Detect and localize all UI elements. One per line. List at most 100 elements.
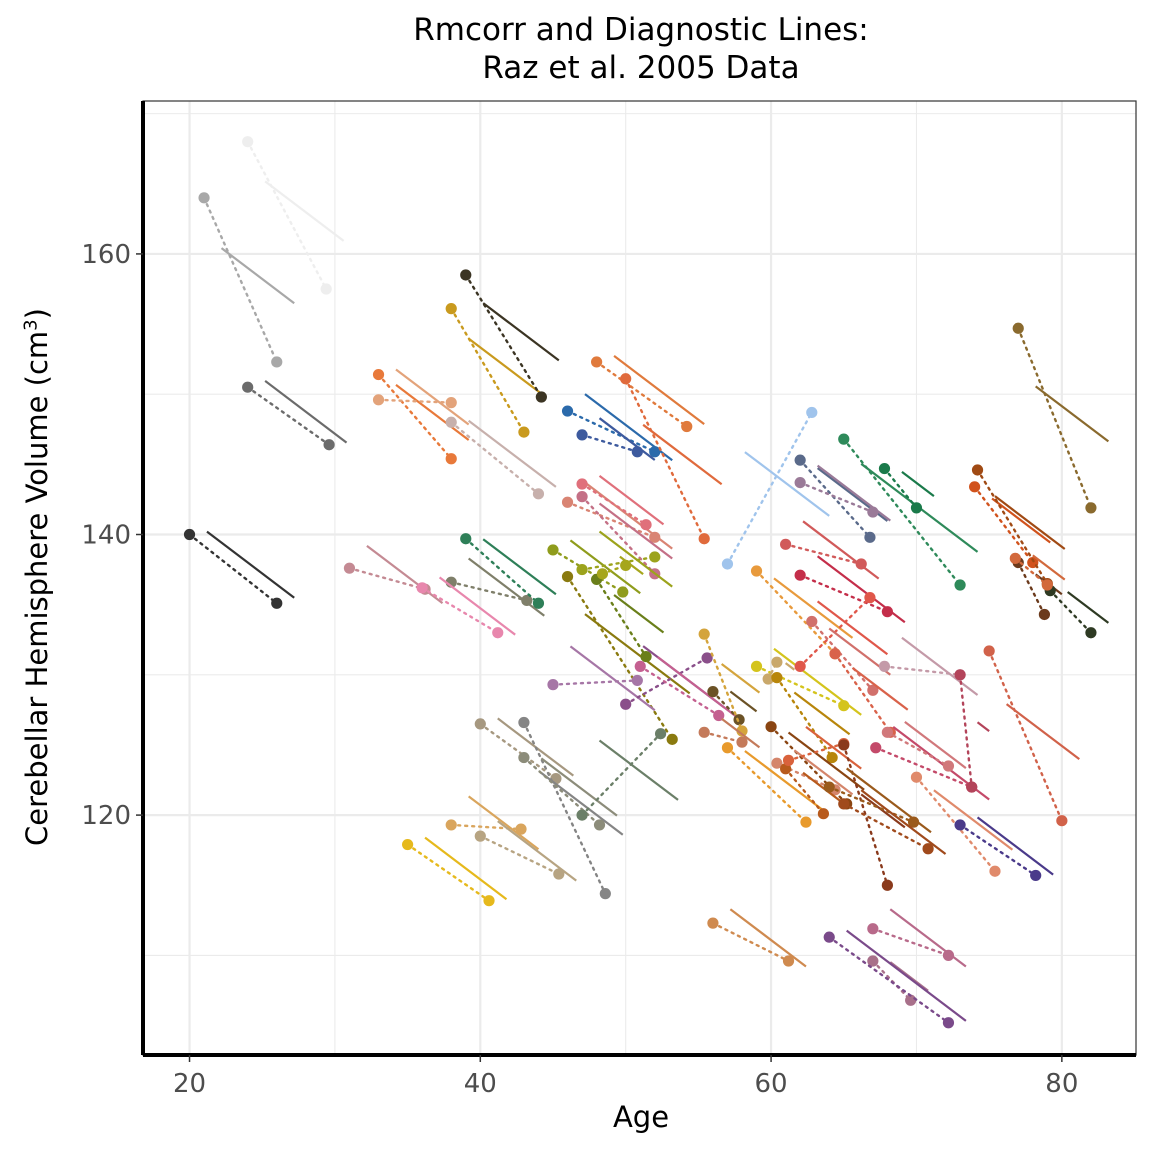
data-point [532, 488, 545, 500]
rmcorr-fit-line [901, 471, 935, 497]
data-point [640, 650, 652, 663]
diagnostic-line [566, 575, 674, 741]
data-point [707, 917, 719, 929]
data-point [483, 895, 495, 907]
rmcorr-fit-line [468, 419, 557, 488]
diagnostic-line [958, 823, 1037, 877]
rmcorr-fit-line [395, 384, 470, 441]
subject-73 [971, 464, 1066, 590]
diagnostic-line [810, 620, 875, 692]
subject-69 [954, 816, 1054, 882]
diagnostic-line [595, 360, 688, 428]
rmcorr-fit-line [598, 417, 656, 461]
diagnostic-line [842, 802, 930, 850]
rmcorr-fit-line [468, 337, 543, 395]
data-point [343, 562, 356, 574]
diagnostic-line [871, 927, 950, 957]
diagnostic-line [784, 767, 825, 815]
data-point [576, 491, 588, 503]
rmcorr-fit-line [569, 539, 641, 595]
subject-5 [343, 544, 444, 604]
data-point [983, 645, 995, 657]
data-point [878, 660, 891, 672]
data-point [713, 709, 725, 722]
data-point [855, 558, 867, 570]
data-point [242, 136, 254, 148]
diagnostic-line [871, 959, 912, 1002]
diagnostic-line [787, 742, 845, 762]
diagnostic-line [1017, 327, 1093, 510]
data-point [649, 531, 661, 543]
data-point [942, 949, 955, 961]
rmcorr-fit-line [904, 720, 967, 769]
data-point [631, 446, 643, 458]
data-point [910, 771, 923, 783]
x-tick-label: 80 [1045, 1069, 1078, 1099]
data-point [640, 519, 652, 531]
subject-66 [867, 908, 967, 968]
diagnostic-line [464, 537, 540, 605]
rmcorr-fit-line [773, 577, 854, 639]
diagnostic-line [711, 921, 790, 963]
diagnostic-line [450, 823, 523, 831]
subject-35 [576, 728, 679, 821]
data-point [445, 303, 457, 315]
rmcorr-fit-line [206, 530, 295, 599]
diagnostic-line [246, 386, 331, 446]
data-point [681, 420, 693, 433]
subject-12 [402, 836, 508, 907]
data-point [242, 381, 254, 393]
subject-9 [445, 303, 543, 438]
diagnostic-line [828, 935, 950, 1024]
diagnostic-line [551, 548, 624, 594]
subject-23 [620, 373, 723, 545]
subject-44 [762, 656, 796, 685]
data-point [1056, 815, 1068, 827]
data-point [707, 686, 719, 698]
data-point [576, 429, 588, 441]
rmcorr-fit-line [613, 594, 665, 634]
data-point [576, 563, 588, 576]
data-point [547, 544, 559, 556]
data-point [701, 652, 713, 664]
diagnostic-line [702, 731, 744, 744]
diagnostic-line [595, 578, 648, 658]
diagnostic-line [755, 665, 845, 707]
data-point [867, 684, 879, 696]
plot-frame [142, 100, 1137, 1056]
y-axis-label-suffix: ) [20, 308, 54, 320]
diagnostic-line [188, 533, 278, 605]
data-point [593, 819, 606, 831]
diagnostic-line [711, 690, 741, 721]
rmcorr-fit-line [889, 961, 929, 992]
data-point [736, 725, 748, 737]
subject-32 [547, 645, 656, 712]
diagnostic-line [976, 468, 1049, 585]
diagnostic-line [833, 652, 892, 734]
diagnostic-line [566, 501, 656, 539]
data-point [492, 627, 504, 639]
rmcorr-fit-line [744, 451, 830, 517]
rmcorr-fit-line [1035, 385, 1110, 443]
data-point [620, 559, 632, 571]
subject-62 [838, 739, 906, 891]
rmcorr-fit-line [598, 739, 679, 801]
diagnostic-line [702, 632, 744, 733]
data-point [907, 816, 920, 828]
series-layer [183, 136, 1110, 1029]
data-point [800, 816, 812, 828]
data-point [780, 538, 792, 550]
rmcorr-fit-line [729, 908, 807, 968]
data-point [806, 406, 818, 419]
data-point [942, 1017, 955, 1029]
diagnostic-line [624, 377, 706, 540]
data-point [547, 679, 559, 691]
x-tick-label: 20 [173, 1069, 206, 1099]
rmcorr-fit-line [744, 750, 825, 812]
data-point [838, 700, 850, 712]
data-point [518, 751, 530, 764]
subject-45 [771, 672, 851, 764]
diagnostic-line [883, 467, 918, 510]
data-point [1012, 322, 1024, 334]
